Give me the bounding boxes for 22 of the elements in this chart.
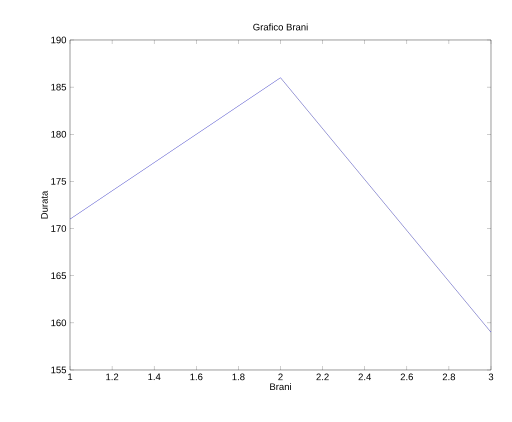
y-tick-label: 165 (51, 272, 66, 280)
x-tick-label: 3 (488, 374, 494, 380)
y-tick-label: 155 (51, 366, 66, 374)
x-axis-title: Brani (270, 383, 291, 390)
x-tick-label: 1 (68, 374, 72, 380)
x-tick-label: 1.4 (148, 374, 161, 380)
y-axis-title: Durata (41, 190, 48, 218)
x-tick-label: 1.2 (106, 374, 118, 380)
y-tick-label: 180 (51, 130, 66, 138)
x-tick-label: 2.2 (316, 374, 329, 380)
x-tick-label: 1.8 (232, 374, 245, 380)
y-tick-label: 170 (51, 225, 66, 232)
y-tick-label: 160 (51, 319, 66, 326)
chart-title: Grafico Brani (253, 23, 308, 30)
y-tick-label: 185 (51, 84, 66, 90)
y-tick-label: 175 (51, 178, 66, 185)
x-tick-label: 2.6 (400, 374, 413, 380)
x-tick-label: 2 (278, 374, 283, 380)
x-tick-label: 2.4 (358, 374, 372, 380)
x-tick-label: 2.8 (442, 374, 456, 380)
y-tick-label: 190 (51, 36, 66, 44)
x-tick-label: 1.6 (190, 374, 202, 380)
